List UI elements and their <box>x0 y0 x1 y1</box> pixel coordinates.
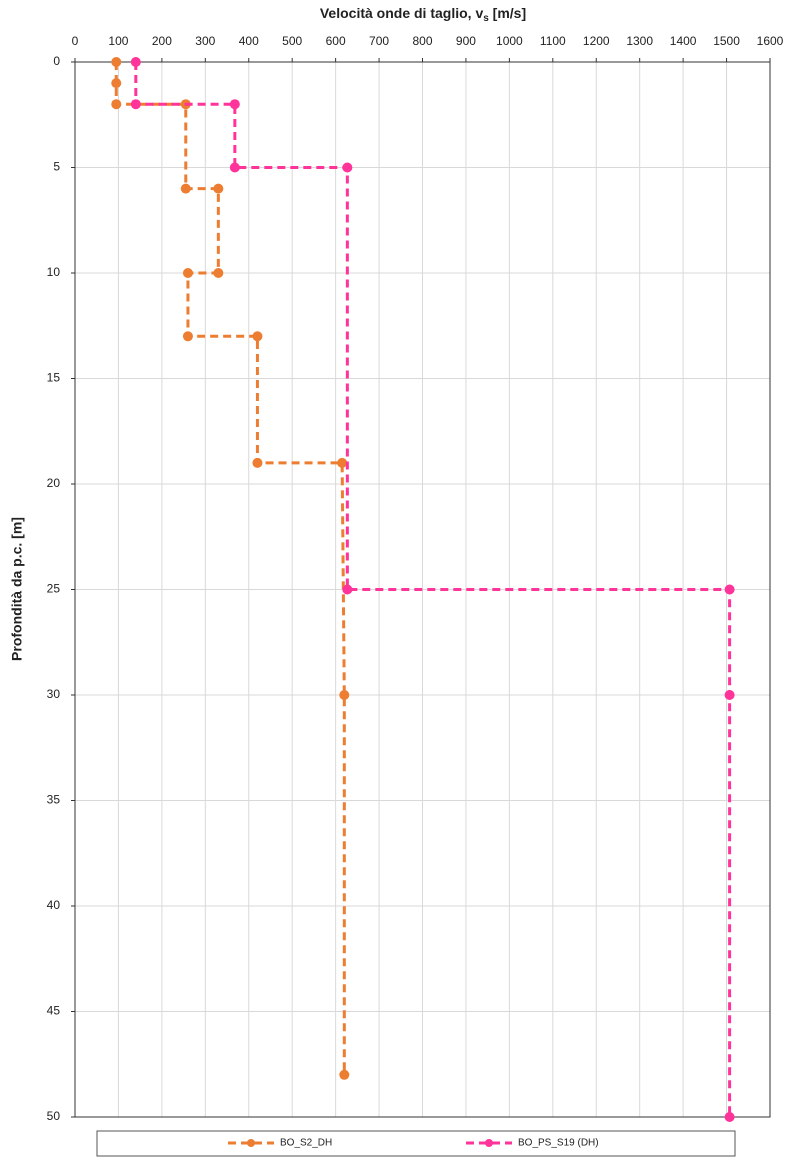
x-tick-label: 800 <box>412 34 432 48</box>
y-tick-label: 25 <box>47 582 61 596</box>
data-point <box>342 162 353 173</box>
y-tick-label: 50 <box>47 1109 61 1123</box>
data-point <box>724 1112 735 1122</box>
series-line <box>114 62 346 1075</box>
data-point <box>111 99 122 110</box>
data-point <box>229 99 240 110</box>
legend-marker <box>247 1139 255 1147</box>
x-tick-label: 200 <box>152 34 172 48</box>
x-title-main: Velocità onde di taglio, v <box>320 5 484 21</box>
x-tick-label: 1000 <box>496 34 523 48</box>
data-point <box>337 457 348 468</box>
legend <box>96 1130 736 1157</box>
y-tick-label: 30 <box>47 687 61 701</box>
data-point <box>339 1069 350 1080</box>
data-point <box>130 57 141 67</box>
x-axis-title: Velocità onde di taglio, vs [m/s] <box>320 5 526 24</box>
x-tick-label: 900 <box>456 34 476 48</box>
x-tick-label: 1100 <box>540 34 566 48</box>
data-point <box>252 457 263 468</box>
data-point <box>213 183 224 194</box>
x-tick-label: 1600 <box>757 34 784 48</box>
y-tick-label: 5 <box>53 160 60 174</box>
x-tick-label: 600 <box>326 34 346 48</box>
y-tick-label: 35 <box>47 793 61 807</box>
y-tick-label: 10 <box>47 265 61 279</box>
x-tick-label: 300 <box>195 34 215 48</box>
data-point <box>182 268 193 278</box>
data-point <box>342 584 353 595</box>
x-tick-label: 1400 <box>670 34 697 48</box>
data-point <box>180 183 191 194</box>
y-tick-label: 15 <box>47 371 61 385</box>
data-point <box>252 331 263 342</box>
data-point <box>182 331 193 342</box>
data-point <box>213 268 224 278</box>
y-axis-title: Profondità da p.c. [m] <box>9 517 25 661</box>
y-tick-label: 45 <box>47 1004 61 1018</box>
x-title-unit: [m/s] <box>489 5 526 21</box>
y-tick-label: 20 <box>47 476 61 490</box>
y-tick-label: 40 <box>47 898 61 912</box>
data-point <box>339 690 350 700</box>
x-tick-label: 500 <box>282 34 302 48</box>
x-tick-label: 1200 <box>583 34 610 48</box>
plot-frame <box>74 61 771 1118</box>
x-tick-label: 1300 <box>626 34 653 48</box>
data-point <box>130 99 141 110</box>
x-tick-label: 1500 <box>713 34 740 48</box>
data-point <box>229 162 240 173</box>
x-tick-label: 0 <box>72 34 79 48</box>
data-point <box>724 584 735 595</box>
y-tick-label: 0 <box>53 54 60 68</box>
x-title-sub: s <box>483 13 489 24</box>
x-tick-label: 400 <box>239 34 259 48</box>
data-point <box>111 78 122 89</box>
data-point <box>724 690 735 700</box>
data-point <box>111 57 122 67</box>
legend-label: BO_S2_DH <box>280 1138 332 1149</box>
x-tick-label: 700 <box>369 34 389 48</box>
legend-marker <box>485 1139 493 1147</box>
x-tick-label: 100 <box>108 34 128 48</box>
legend-label: BO_PS_S19 (DH) <box>518 1138 599 1149</box>
